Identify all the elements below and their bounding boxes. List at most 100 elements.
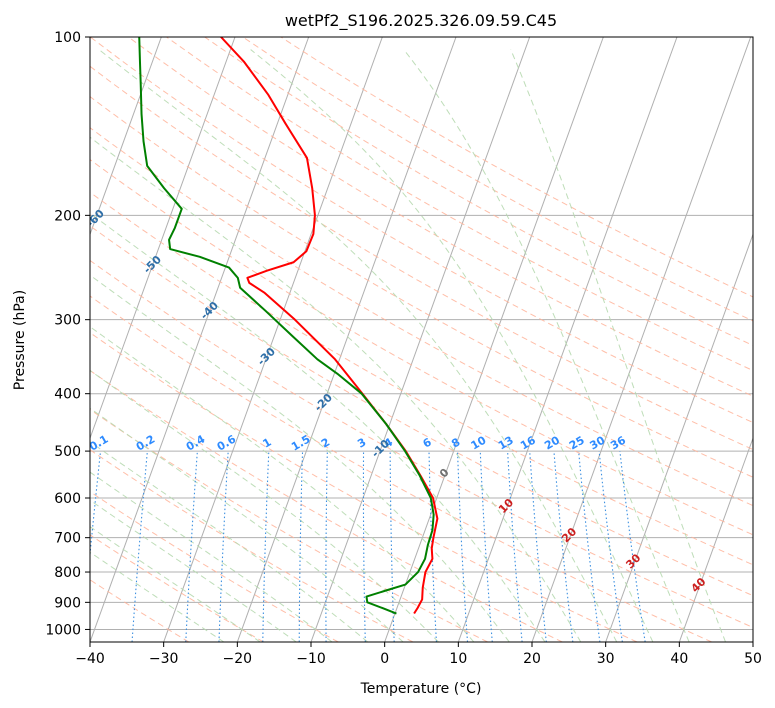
mixing-ratio-label-1: 0.2 bbox=[134, 433, 157, 454]
y-tick-label-8: 900 bbox=[54, 595, 81, 611]
moist-adiabat-10 bbox=[90, 326, 475, 642]
dry-adiabat-label-0: 0 bbox=[437, 466, 452, 481]
y-tick-label-7: 800 bbox=[54, 565, 81, 581]
dry-adiabat--30 bbox=[90, 579, 190, 642]
mixing-ratio-label-4: 1 bbox=[260, 436, 273, 451]
isotherm--40 bbox=[90, 37, 310, 642]
dry-adiabat-60 bbox=[90, 225, 753, 597]
isotherm-label-8: -20 bbox=[312, 391, 335, 414]
moist-adiabat-40 bbox=[403, 49, 690, 642]
x-tick-label-9: 50 bbox=[744, 651, 762, 667]
mixing-ratio-line-0 bbox=[90, 451, 102, 560]
mixing-ratio-label-3: 0.6 bbox=[215, 432, 239, 453]
isotherm-label-5: -50 bbox=[141, 253, 164, 276]
x-axis-title: Temperature (°C) bbox=[360, 681, 482, 697]
dry-adiabat-80 bbox=[90, 158, 753, 536]
y-tick-label-0: 100 bbox=[54, 30, 81, 46]
y-tick-label-2: 300 bbox=[54, 313, 81, 329]
mixing-ratio-line-11 bbox=[479, 451, 493, 642]
mixing-ratio-line-3 bbox=[218, 451, 229, 642]
dry-adiabat-100 bbox=[90, 95, 753, 478]
dewpoint-profile bbox=[138, 37, 435, 615]
isotherm-label-7: -30 bbox=[255, 345, 278, 368]
y-tick-label-6: 700 bbox=[54, 531, 81, 547]
mixing-ratio-line-4 bbox=[262, 451, 270, 642]
mixing-ratio-label-9: 6 bbox=[421, 435, 434, 450]
isotherm--50 bbox=[90, 37, 236, 440]
y-tick-label-4: 500 bbox=[54, 444, 81, 460]
mixing-ratio-line-5 bbox=[298, 451, 304, 642]
moist-adiabat-25 bbox=[90, 136, 582, 642]
y-tick-label-5: 600 bbox=[54, 491, 81, 507]
plot-frame bbox=[89, 36, 754, 643]
dry-adiabat--10 bbox=[90, 491, 339, 642]
x-tick-label-5: 10 bbox=[449, 651, 467, 667]
mixing-ratio-line-2 bbox=[185, 451, 198, 642]
x-tick-label-7: 30 bbox=[597, 651, 615, 667]
axes: −40 −30 −20 −10 0 10 20 30 40 5010020030040050060… bbox=[45, 30, 762, 667]
isotherm-40 bbox=[678, 436, 753, 642]
isotherm-10 bbox=[457, 37, 678, 642]
moist-adiabat-0 bbox=[90, 407, 404, 642]
moist-adiabat--10 bbox=[90, 471, 333, 642]
temperature-profile bbox=[220, 37, 439, 615]
dry-adiabat-110 bbox=[90, 65, 753, 451]
mixing-ratio-label-7: 3 bbox=[355, 436, 368, 451]
x-tick-label-4: 0 bbox=[380, 651, 389, 667]
x-tick-label-3: −10 bbox=[296, 651, 326, 667]
profile-lines bbox=[138, 37, 439, 615]
dry-adiabat-170 bbox=[280, 37, 753, 298]
x-tick-label-2: −20 bbox=[223, 651, 253, 667]
mixing-ratio-line-15 bbox=[578, 451, 601, 642]
mixing-ratio-line-1 bbox=[131, 451, 148, 642]
x-tick-label-6: 20 bbox=[523, 651, 541, 667]
dry-adiabat-10 bbox=[90, 408, 488, 642]
dry-adiabat-120 bbox=[90, 37, 753, 424]
isotherm--60 bbox=[90, 37, 162, 236]
isotherm-label-3: -70 bbox=[27, 161, 50, 184]
mixing-ratio-label-17: 36 bbox=[608, 433, 628, 452]
dry-adiabat-150 bbox=[204, 37, 753, 346]
moist-adiabat--25 bbox=[90, 551, 225, 642]
y-tick-label-3: 400 bbox=[54, 387, 81, 403]
background-lines bbox=[90, 37, 753, 642]
isotherm--30 bbox=[163, 37, 383, 642]
mixing-ratio-line-14 bbox=[553, 451, 574, 642]
moist-adiabat-15 bbox=[90, 274, 510, 642]
dry-adiabat-30 bbox=[90, 332, 638, 642]
dry-adiabat-label-1: 10 bbox=[496, 496, 516, 516]
moist-adiabat-30 bbox=[98, 49, 618, 642]
x-tick-label-0: −40 bbox=[75, 651, 105, 667]
mixing-ratio-line-7 bbox=[362, 451, 366, 642]
dry-adiabat-160 bbox=[242, 37, 753, 322]
moist-adiabat-35 bbox=[250, 49, 654, 642]
mixing-ratio-line-13 bbox=[529, 451, 547, 642]
y-tick-label-9: 1000 bbox=[45, 622, 81, 638]
chart-title: wetPf2_S196.2025.326.09.59.C45 bbox=[285, 11, 557, 31]
isotherm--20 bbox=[236, 37, 457, 642]
mixing-ratio-label-10: 8 bbox=[449, 436, 462, 451]
mixing-ratio-line-10 bbox=[456, 451, 469, 642]
isotherm-20 bbox=[531, 37, 752, 642]
isotherm-30 bbox=[605, 232, 753, 642]
y-axis-title: Pressure (hPa) bbox=[12, 290, 28, 390]
isotherm-label-4: -60 bbox=[84, 207, 107, 230]
mixing-ratio-line-16 bbox=[598, 451, 623, 642]
x-tick-label-8: 40 bbox=[670, 651, 688, 667]
dry-adiabat-130 bbox=[128, 37, 753, 397]
dry-adiabat-40 bbox=[90, 295, 712, 642]
dry-adiabat-label-4: 40 bbox=[689, 575, 709, 595]
mixing-ratio-label-6: 2 bbox=[319, 436, 332, 451]
dry-adiabat-20 bbox=[90, 369, 563, 642]
dry-adiabat-label-3: 30 bbox=[623, 551, 643, 571]
mixing-ratio-label-14: 20 bbox=[542, 433, 562, 452]
mixing-ratio-label-5: 1.5 bbox=[289, 433, 312, 454]
dry-adiabat-90 bbox=[90, 127, 753, 507]
dry-adiabat--20 bbox=[90, 534, 264, 642]
mixing-ratio-line-6 bbox=[325, 451, 328, 642]
moist-adiabat--15 bbox=[90, 499, 297, 642]
moist-adiabat--5 bbox=[90, 441, 368, 642]
x-tick-label-1: −30 bbox=[149, 651, 179, 667]
isotherm-0 bbox=[384, 37, 604, 642]
dry-adiabat-70 bbox=[90, 191, 753, 566]
